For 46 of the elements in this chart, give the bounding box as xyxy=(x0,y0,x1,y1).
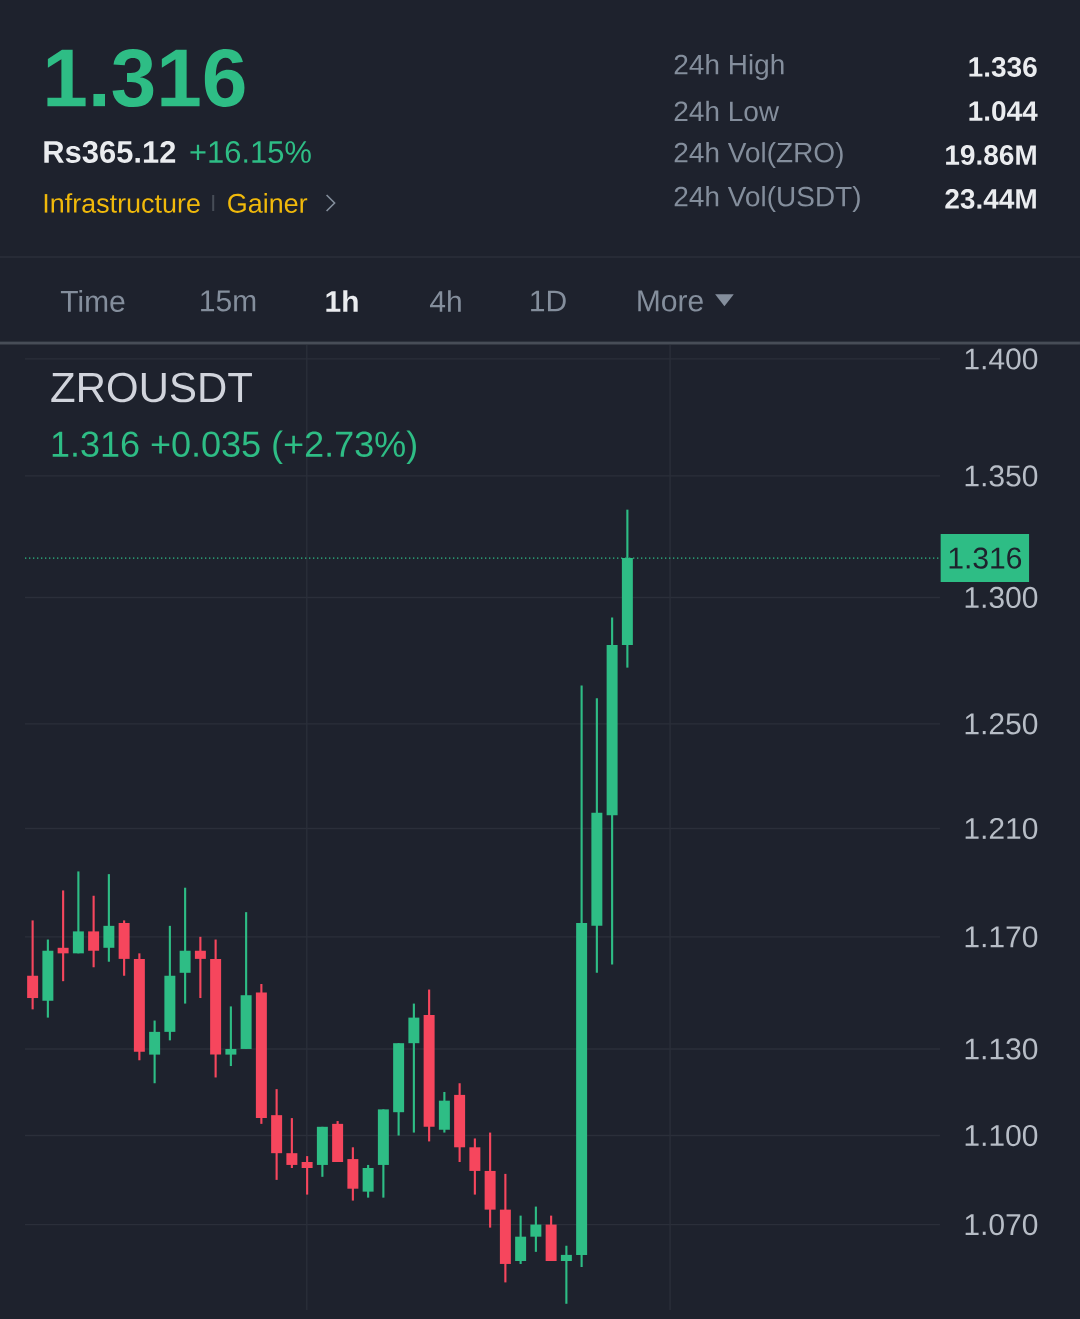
text: Rs365.12 xyxy=(44,141,176,163)
y-tick-label: 1.100 xyxy=(965,1124,1038,1147)
candlestick xyxy=(194,935,206,1000)
text: 24h Low xyxy=(674,100,780,122)
text: 19.86M xyxy=(946,145,1036,165)
text: Time xyxy=(60,289,125,313)
y-tick-label: 1.300 xyxy=(965,586,1038,609)
candlestick xyxy=(149,1019,161,1085)
text: 24h Vol(ZRO) xyxy=(674,141,843,169)
text: +16.15% xyxy=(190,141,311,163)
text: 4h xyxy=(430,290,461,312)
text: 15m xyxy=(201,290,256,312)
candlestick xyxy=(286,1117,298,1170)
candlestick xyxy=(301,1155,313,1196)
y-tick-label: 1.210 xyxy=(965,817,1038,840)
candlestick xyxy=(179,886,191,1005)
text: 1h xyxy=(326,290,358,312)
candlestick xyxy=(560,1244,572,1305)
text: 1.316 xyxy=(47,48,245,108)
text: 1.316 +0.035 (+2.73%) xyxy=(52,430,416,465)
candlestick xyxy=(88,894,100,969)
y-tick-label: 1.250 xyxy=(965,713,1038,735)
text: 1.336 xyxy=(969,57,1037,77)
candlestick xyxy=(362,1163,374,1199)
y-tick-label: 1.170 xyxy=(965,926,1038,948)
y-tick-label: 1.130 xyxy=(965,1038,1038,1060)
text: 1D xyxy=(531,290,566,312)
text: Gainer xyxy=(228,193,308,213)
text: 1.044 xyxy=(969,101,1038,121)
candlestick xyxy=(103,873,115,963)
text: More xyxy=(638,290,703,312)
text: ZROUSDT xyxy=(51,372,252,403)
y-tick-label: 1.070 xyxy=(965,1213,1038,1236)
candlestick xyxy=(57,889,69,983)
text: 24h Vol(USDT) xyxy=(674,185,860,213)
y-tick-label: 1.350 xyxy=(965,465,1038,487)
candlestick xyxy=(530,1205,542,1253)
candlestick xyxy=(469,1137,481,1196)
text: 24h High xyxy=(674,53,784,81)
candlestick xyxy=(72,870,84,955)
text: Infrastructure xyxy=(44,193,200,213)
y-tick-label: 1.400 xyxy=(965,348,1038,370)
ref-line-label: 1.316 xyxy=(949,547,1022,569)
candlestick xyxy=(225,1005,237,1068)
text: 23.44M xyxy=(945,189,1036,209)
candlestick xyxy=(27,919,39,1011)
